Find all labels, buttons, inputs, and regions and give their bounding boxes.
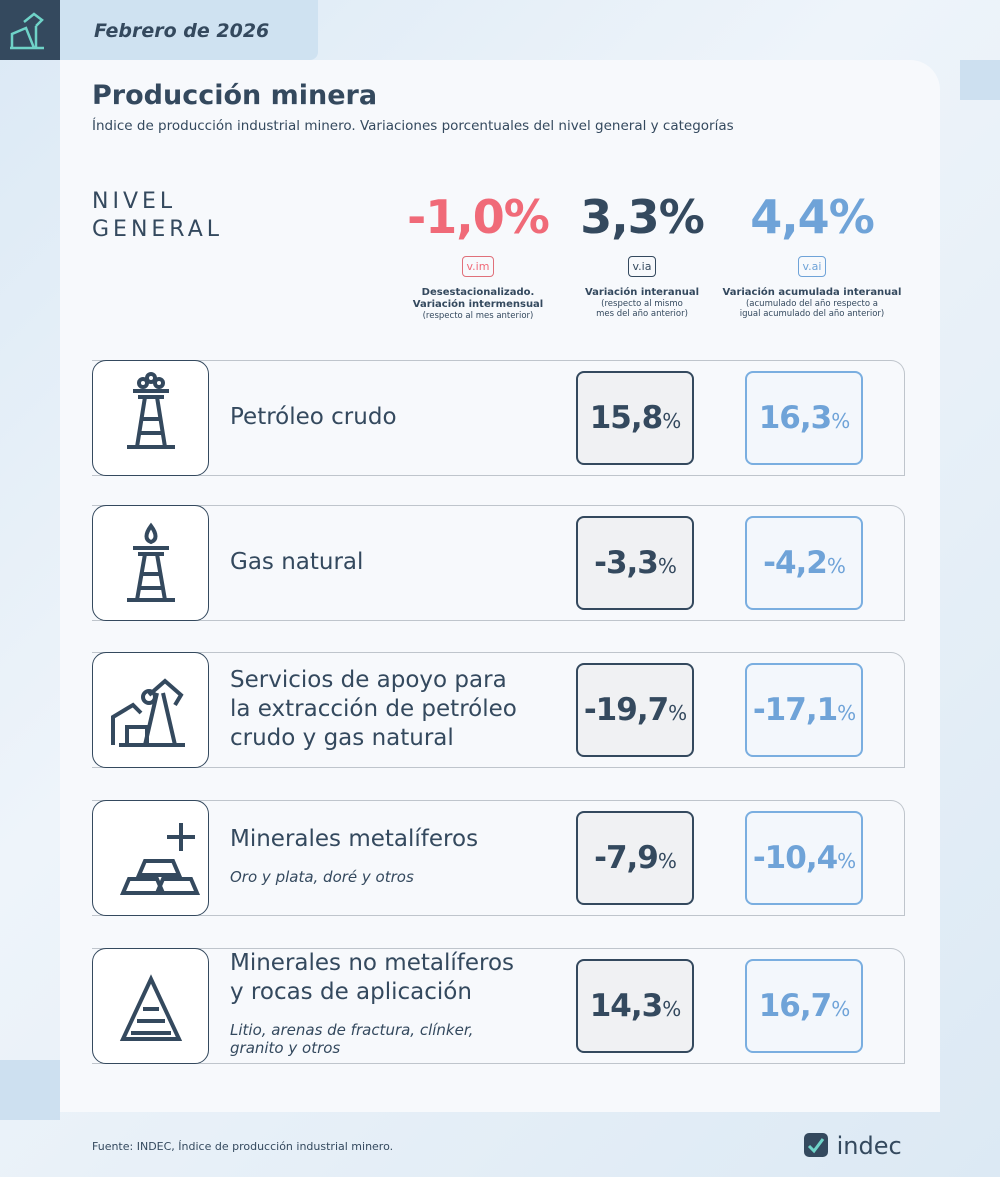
category-name: Minerales metalíferos — [230, 825, 479, 852]
indicator-value: -1,0% — [407, 190, 550, 244]
unit: % — [662, 409, 681, 433]
category-icon — [92, 800, 209, 916]
badge: v.ai — [797, 256, 827, 277]
indicator-title: Variación interanual — [584, 287, 700, 298]
value: -4,2 — [763, 545, 828, 581]
category-row: Minerales metalíferos Oro y plata, doré y… — [92, 800, 905, 916]
indicator-note: igual acumulado del año anterior) — [739, 309, 885, 319]
category-detail: Litio, arenas de fractura, clínker, — [230, 1021, 474, 1039]
value-box: -7,9% — [576, 811, 694, 905]
logo: indec — [803, 1132, 902, 1160]
unit: % — [837, 701, 856, 725]
title: Producción minera — [92, 80, 378, 111]
source: Fuente: INDEC, Índice de producción indu… — [92, 1140, 394, 1153]
general-label: NIVEL GENERAL — [92, 188, 223, 244]
unit: % — [657, 554, 677, 578]
indicator-note: mes del año anterior) — [596, 309, 688, 319]
indicator-title: Variación acumulada interanual — [722, 287, 902, 298]
value: -10,4 — [752, 840, 838, 876]
unit: % — [831, 997, 850, 1021]
badge: v.ia — [627, 256, 657, 277]
indicator: 4,4% v.ai Variación acumulada interanual (a… — [722, 190, 902, 319]
value-box: 16,7% — [745, 959, 863, 1053]
value: 15,8 — [589, 400, 663, 436]
unit: % — [837, 849, 856, 873]
value-box: -3,3% — [576, 516, 694, 610]
icon-graphic — [119, 974, 183, 1041]
logo-mark — [804, 1133, 828, 1157]
category-name: Gas natural — [230, 548, 364, 575]
category-row: Servicios de apoyo para la extracción de … — [92, 652, 905, 768]
value-box: 14,3% — [576, 959, 694, 1053]
indicator-value: 4,4% — [750, 190, 875, 244]
category-row: Gas natural -3,3% -4,2% — [92, 505, 905, 621]
value-box: -17,1% — [745, 663, 863, 757]
indicator-title: Desestacionalizado. — [421, 287, 535, 298]
category-name: Petróleo crudo — [230, 403, 397, 430]
unit: % — [826, 554, 846, 578]
category-name: crudo y gas natural — [230, 724, 454, 751]
category-row: Petróleo crudo 15,8% 16,3% — [92, 360, 905, 476]
value-box: -4,2% — [745, 516, 863, 610]
value: 16,7 — [758, 988, 832, 1024]
unit: % — [662, 997, 681, 1021]
value: -7,9 — [594, 840, 659, 876]
corner-icon — [0, 0, 60, 60]
indicator: -1,0% v.im Desestacionalizado. Variación in… — [388, 190, 568, 321]
general-label-line: NIVEL — [92, 189, 177, 214]
value-box: -19,7% — [576, 663, 694, 757]
indicator: 3,3% v.ia Variación interanual (respecto al… — [552, 190, 732, 319]
value: 16,3 — [758, 400, 832, 436]
category-name: Minerales no metalíferos — [230, 950, 515, 976]
value-box: 16,3% — [745, 371, 863, 465]
decor — [0, 1060, 60, 1120]
indicator-note: (acumulado del año respecto a — [745, 299, 878, 309]
category-name: Servicios de apoyo para — [230, 666, 507, 693]
value-box: -10,4% — [745, 811, 863, 905]
subtitle: Índice de producción industrial minero. … — [92, 118, 734, 134]
value: -17,1 — [752, 692, 838, 728]
spacer — [388, 277, 568, 287]
indicator-note: (respecto al mismo — [601, 299, 683, 309]
spacer — [722, 277, 902, 287]
decor — [960, 60, 1000, 100]
indicator-title: Variación intermensual — [412, 299, 544, 310]
spacer — [552, 277, 732, 287]
indicator-value: 3,3% — [580, 190, 705, 244]
icon-graphic — [119, 823, 201, 895]
category-name: y rocas de aplicación — [230, 979, 472, 1005]
value: -3,3 — [594, 545, 659, 581]
badge: v.im — [461, 256, 495, 277]
indicator-note: (respecto al mes anterior) — [422, 311, 534, 321]
category-detail: granito y otros — [230, 1039, 341, 1057]
category-row: Minerales no metalíferos y rocas de aplic… — [92, 948, 905, 1064]
date-tab: Febrero de 2026 — [60, 0, 318, 60]
category-icon — [92, 948, 209, 1064]
icon-graphic — [127, 522, 175, 602]
general-label-line: GENERAL — [92, 217, 224, 242]
value: -19,7 — [583, 692, 669, 728]
logo-text: indec — [836, 1132, 902, 1160]
category-detail: Oro y plata, doré y otros — [230, 867, 414, 886]
icon-graphic — [127, 372, 175, 449]
category-icon — [92, 652, 209, 768]
unit: % — [657, 849, 677, 873]
icon-graphic — [111, 678, 185, 747]
unit: % — [831, 409, 850, 433]
category-name: la extracción de petróleo — [230, 695, 517, 722]
pump-icon — [10, 12, 44, 50]
value-box: 15,8% — [576, 371, 694, 465]
value: 14,3 — [589, 988, 663, 1024]
category-icon — [92, 505, 209, 621]
category-icon — [92, 360, 209, 476]
unit: % — [668, 701, 687, 725]
